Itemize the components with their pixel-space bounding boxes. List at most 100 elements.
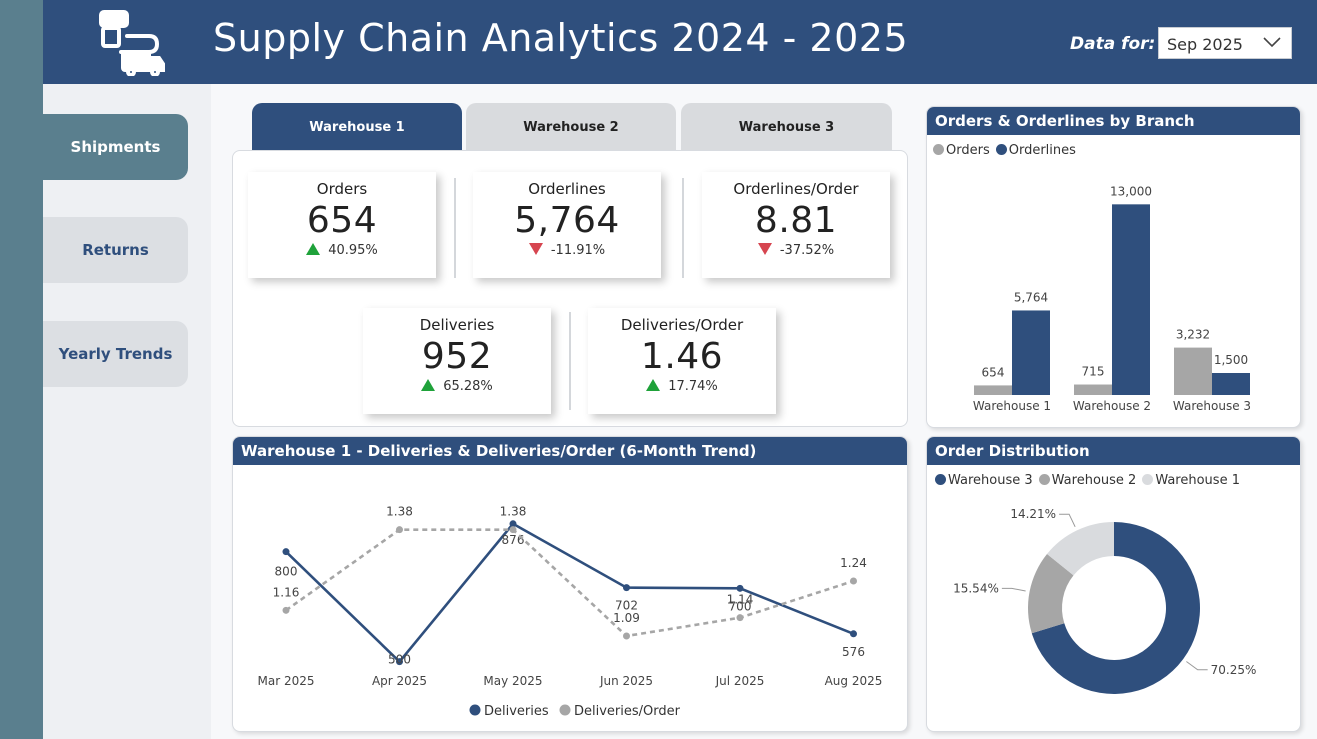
trend-down-icon <box>528 243 543 255</box>
point-data-label: 1.38 <box>386 505 413 519</box>
leader-line <box>1001 587 1026 592</box>
legend-item-label: Deliveries/Order <box>574 704 681 719</box>
point-data-label: 1.14 <box>727 593 754 607</box>
kpi-deliveries-card: Deliveries 952 65.28% <box>363 308 551 414</box>
series-line-deliveries-per-order <box>285 528 854 638</box>
distribution-chart-card: Order Distribution Warehouse 3 Warehouse… <box>926 436 1301 732</box>
data-point <box>736 584 744 592</box>
slice-data-label: 14.21% <box>1010 507 1056 521</box>
distribution-chart-title: Order Distribution <box>927 437 1300 465</box>
data-point <box>396 526 403 534</box>
kpi-divider <box>454 178 456 278</box>
trend-chart-title: Warehouse 1 - Deliveries & Deliveries/Or… <box>233 437 907 465</box>
month-select-value: Sep 2025 <box>1167 35 1243 54</box>
bar-data-label: 3,232 <box>1176 328 1210 342</box>
kpi-orderlines-per-order-card: Orderlines/Order 8.81 -37.52% <box>702 172 890 278</box>
legend-item-warehouse-1[interactable]: Warehouse 1 <box>1142 473 1240 488</box>
tab-warehouse-1[interactable]: Warehouse 1 <box>252 103 462 151</box>
kpi-value: 1.46 <box>640 336 724 377</box>
page-title: Supply Chain Analytics 2024 - 2025 <box>213 16 909 60</box>
leader-line <box>1186 661 1208 671</box>
point-data-label: 1.16 <box>273 585 300 599</box>
bar-orderlines-1 <box>1012 310 1050 395</box>
branch-chart-card: Orders & Orderlines by Branch Orders Ord… <box>926 106 1301 428</box>
donut-slice-warehouse-1 <box>1047 522 1114 576</box>
nav-returns-button[interactable]: Returns <box>43 217 188 283</box>
x-tick-label: Jun 2025 <box>599 674 653 688</box>
x-tick-label: Warehouse 2 <box>1073 399 1151 413</box>
distribution-donut-chart: 70.25% 15.54% 14.21% <box>953 507 1257 694</box>
bar-orders-1 <box>974 385 1012 395</box>
kpi-change: 17.74% <box>668 379 718 394</box>
x-tick-label: Mar 2025 <box>258 674 315 688</box>
tab-warehouse-2[interactable]: Warehouse 2 <box>466 103 676 151</box>
trend-line-chart: 800 500 876 702 700 576 1.16 1.38 1.38 1.09 1.14 1.… <box>258 505 883 719</box>
nav-shipments-button[interactable]: Shipments <box>43 114 188 180</box>
bar-data-label: 5,764 <box>1014 290 1048 304</box>
legend-item-warehouse-3[interactable]: Warehouse 3 <box>935 473 1033 488</box>
kpi-label: Orderlines/Order <box>733 180 859 198</box>
bar-orders-2 <box>1074 384 1112 395</box>
point-data-label: 876 <box>502 533 525 547</box>
x-tick-label: Warehouse 1 <box>973 399 1051 413</box>
bar-orderlines-2 <box>1112 204 1150 395</box>
legend-item-label: Deliveries <box>484 704 549 719</box>
trend-up-icon <box>421 379 436 391</box>
branch-chart-title: Orders & Orderlines by Branch <box>927 107 1300 135</box>
kpi-deliveries-per-order-card: Deliveries/Order 1.46 17.74% <box>588 308 776 414</box>
x-tick-label: May 2025 <box>483 674 542 688</box>
bar-orders-3 <box>1174 347 1212 395</box>
trend-up-icon <box>646 379 661 391</box>
kpi-value: 5,764 <box>514 200 620 241</box>
legend-item-orderlines[interactable]: Orderlines <box>995 143 1076 158</box>
data-point <box>396 658 403 666</box>
leader-line <box>1059 513 1076 528</box>
trend-up-icon <box>306 243 321 255</box>
data-point <box>509 520 517 528</box>
point-data-label: 700 <box>729 599 752 613</box>
legend-marker <box>469 704 481 716</box>
kpi-divider <box>682 178 684 278</box>
bar-data-label: 13,000 <box>1110 184 1152 198</box>
kpi-change: 40.95% <box>328 243 378 258</box>
left-accent-strip <box>0 0 43 739</box>
kpi-divider <box>569 312 571 410</box>
point-data-label: 800 <box>275 565 298 579</box>
kpi-change: -11.91% <box>550 243 606 258</box>
data-point <box>282 548 290 556</box>
x-tick-label: Apr 2025 <box>372 674 427 688</box>
kpi-change: 65.28% <box>443 379 493 394</box>
kpi-label: Orderlines <box>528 180 606 198</box>
data-point <box>509 526 517 534</box>
legend-item-orders[interactable]: Orders <box>933 143 990 158</box>
data-point <box>736 614 744 622</box>
data-for-label: Data for: <box>1070 34 1156 54</box>
x-tick-label: Aug 2025 <box>825 674 883 688</box>
point-data-label: 500 <box>388 653 411 667</box>
point-data-label: 576 <box>842 645 865 659</box>
nav-yearly-trends-button[interactable]: Yearly Trends <box>43 321 188 387</box>
kpi-label: Deliveries <box>419 316 495 334</box>
chevron-down-icon <box>1263 37 1281 48</box>
distribution-chart-legend: Warehouse 3 Warehouse 2 Warehouse 1 <box>935 473 1240 488</box>
point-data-label: 1.38 <box>500 505 527 519</box>
month-select[interactable]: Sep 2025 <box>1158 27 1292 59</box>
side-nav: Shipments Returns Yearly Trends <box>43 84 211 739</box>
supply-chain-logo-icon <box>99 10 165 76</box>
point-data-label: 1.24 <box>840 556 867 570</box>
kpi-value: 952 <box>421 336 493 377</box>
donut-slice-warehouse-3 <box>1031 522 1200 694</box>
header-bar: Supply Chain Analytics 2024 - 2025 Data … <box>43 0 1317 84</box>
trend-chart-card: Warehouse 1 - Deliveries & Deliveries/Or… <box>232 436 908 732</box>
kpi-value: 654 <box>306 200 378 241</box>
x-tick-label: Jul 2025 <box>715 674 765 688</box>
data-point <box>623 632 630 640</box>
data-point <box>623 584 630 592</box>
kpi-label: Deliveries/Order <box>620 316 744 334</box>
bar-orderlines-3 <box>1212 373 1250 395</box>
legend-marker <box>559 704 571 716</box>
legend-item-warehouse-2[interactable]: Warehouse 2 <box>1038 473 1136 488</box>
slice-data-label: 70.25% <box>1211 663 1257 677</box>
tab-warehouse-3[interactable]: Warehouse 3 <box>681 103 892 151</box>
bar-data-label: 654 <box>982 365 1005 379</box>
